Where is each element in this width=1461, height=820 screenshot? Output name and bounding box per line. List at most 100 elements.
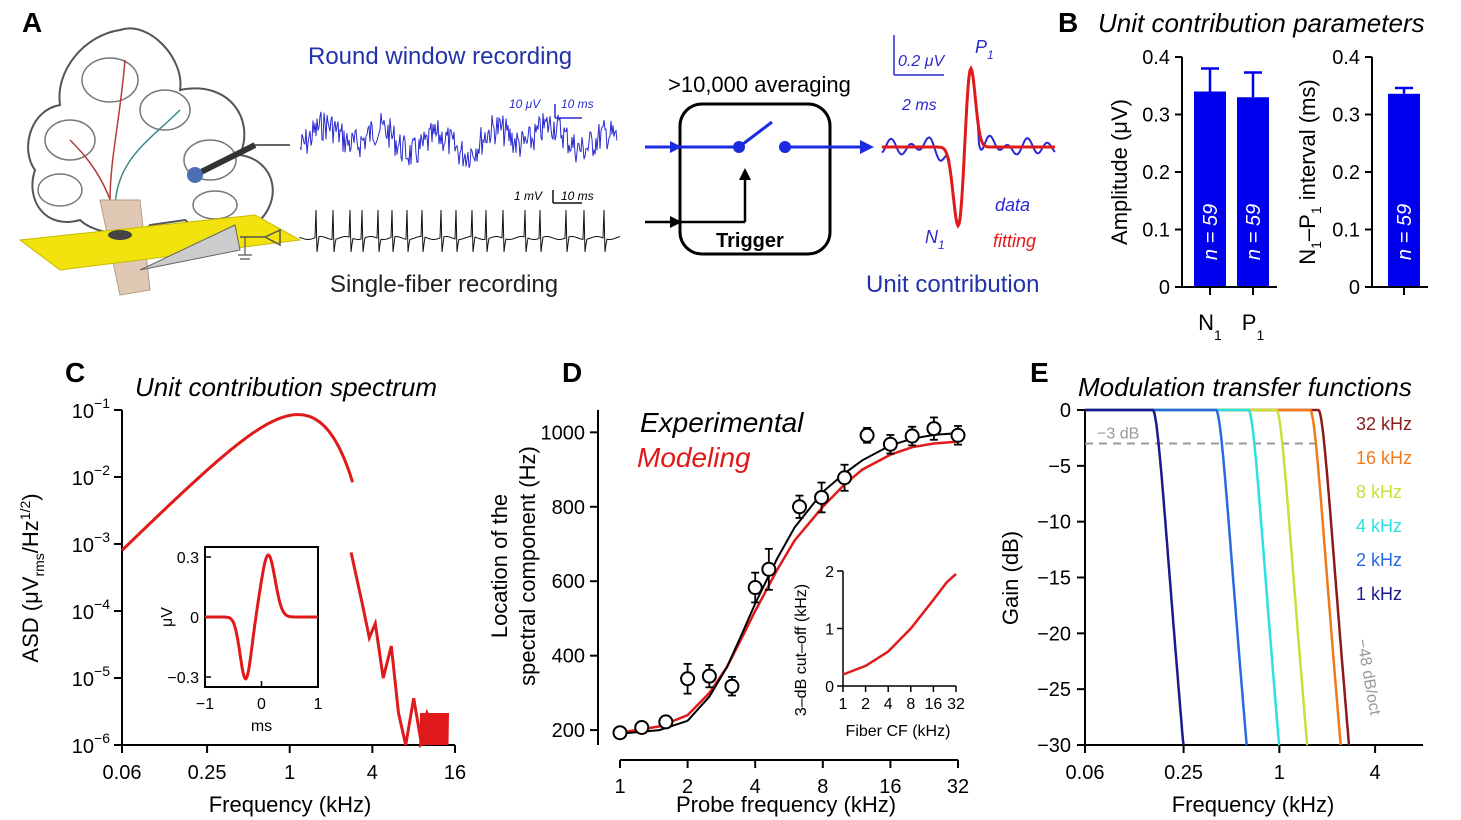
x-tick-label: 2	[682, 776, 693, 798]
spectrum-tail	[349, 552, 449, 749]
y-tick-label: 10−4	[72, 596, 110, 624]
x-tick-label: 0.25	[1164, 762, 1203, 784]
panel-c: C Unit contribution spectrum 10−110−210−…	[17, 357, 466, 817]
c-ylabel: ASD (μVrms/Hz1/2)	[17, 493, 47, 662]
inset-ylabel: μV	[159, 607, 176, 627]
inset-y-tick-label: 0	[825, 679, 834, 696]
inset-x-tick-label: 32	[947, 696, 965, 713]
e-ylabel: Gain (dB)	[998, 531, 1023, 625]
data-point	[634, 720, 650, 736]
panel-c-letter: C	[65, 357, 85, 388]
panel-d-letter: D	[562, 357, 582, 388]
uc-scalebar: 0.2 μV 2 ms	[893, 35, 945, 114]
data-point	[904, 428, 920, 444]
y-tick-label: 0.3	[1142, 105, 1170, 127]
mtf-legend-label: 2 kHz	[1356, 550, 1402, 570]
y-tick-label: 1000	[541, 422, 586, 444]
uc-title: Unit contribution	[866, 271, 1039, 298]
inset-y-tick-label: 1	[825, 622, 834, 639]
mtf-legend-label: 8 kHz	[1356, 482, 1402, 502]
x-tick-label: 4	[367, 762, 378, 784]
mtf-legend-label: 4 kHz	[1356, 516, 1402, 536]
sf-trace	[299, 209, 621, 253]
y-tick-label: 10−3	[72, 529, 110, 557]
panel-a: A Round window recording	[18, 7, 1056, 298]
modeling-line	[619, 440, 959, 734]
inset-x-tick-label: 16	[925, 696, 943, 713]
inset-x-tick-label: −1	[196, 696, 214, 713]
uc-legend-data: data	[995, 195, 1030, 215]
inset-x-tick-label: 2	[861, 696, 870, 713]
trigger-label: Trigger	[716, 230, 784, 252]
y-tick-label: −30	[1037, 735, 1071, 757]
data-point	[814, 489, 830, 505]
mtf-line	[1085, 408, 1248, 747]
inset-x-tick-label: 1	[839, 696, 848, 713]
y-tick-label: 600	[552, 571, 585, 593]
rw-trace	[299, 111, 618, 169]
rw-scale-uv: 10 μV	[509, 97, 541, 111]
data-point	[658, 714, 674, 730]
y-tick-label: 0.4	[1142, 47, 1170, 69]
sf-scale-mv: 1 mV	[514, 189, 543, 203]
bar	[1388, 93, 1420, 287]
x-tick-label: 0.25	[188, 762, 227, 784]
inset-x-tick-label: 1	[314, 696, 323, 713]
bar-n-label: n = 59	[1394, 204, 1416, 260]
e-xlabel: Frequency (kHz)	[1172, 792, 1335, 817]
x-tick-label: 4	[1370, 762, 1381, 784]
y-tick-label: 10−5	[72, 663, 110, 691]
y-tick-label: −10	[1037, 512, 1071, 534]
sf-title: Single-fiber recording	[330, 271, 558, 298]
x-tick-label: 0.06	[1066, 762, 1105, 784]
cutoff-line	[842, 572, 957, 676]
y-tick-label: 10−2	[72, 462, 110, 490]
b-ylabel-right: N1–P1 interval (ms)	[1295, 79, 1324, 265]
data-point	[612, 725, 628, 741]
data-point	[792, 499, 808, 515]
data-point	[680, 671, 696, 687]
c-spectrum-chart: 10−110−210−310−410−510−60.06 0.25 1 4 16	[72, 395, 466, 784]
y-tick-label: 0	[1060, 400, 1071, 422]
x-category-label: N1	[1198, 310, 1222, 343]
x-tick-label: 1	[614, 776, 625, 798]
y-tick-label: 0.2	[1142, 162, 1170, 184]
data-point	[882, 436, 898, 452]
y-tick-label: −15	[1037, 568, 1071, 590]
y-tick-label: 0.4	[1332, 47, 1360, 69]
d-xlabel: Probe frequency (kHz)	[676, 792, 896, 817]
b-interval-chart: 0 0.1 0.2 0.3 0.4 n = 59	[1332, 47, 1428, 299]
y-tick-label: 0	[1159, 277, 1170, 299]
inset-y-tick-label: −0.3	[167, 670, 199, 687]
uc-scale-uv: 0.2 μV	[898, 53, 945, 70]
panel-b-title: Unit contribution parameters	[1098, 8, 1425, 38]
y-tick-label: 200	[552, 720, 585, 742]
x-tick-label: 32	[947, 776, 969, 798]
inset-x-tick-label: 4	[884, 696, 893, 713]
cochlea-illustration	[18, 27, 302, 296]
inset-x-tick-label: 8	[906, 696, 915, 713]
d-ylabel-1: Location of the	[487, 494, 512, 638]
bar-n-label: n = 59	[1200, 204, 1222, 260]
b-ylabel-left: Amplitude (μV)	[1107, 99, 1132, 245]
inset-xlabel: ms	[251, 718, 272, 735]
data-point	[761, 561, 777, 577]
c-inset-chart: 0.3 0 −0.3 −1 0 1 μV ms	[159, 546, 323, 735]
y-tick-label: 0.2	[1332, 162, 1360, 184]
experimental-fit-line	[619, 432, 959, 735]
d-ylabel-2: spectral component (Hz)	[515, 446, 540, 686]
data-point	[926, 421, 942, 437]
y-tick-label: 400	[552, 646, 585, 668]
inset-y-tick-label: 2	[825, 564, 834, 581]
d-legend-experimental: Experimental	[640, 407, 804, 438]
spectrum-line	[120, 413, 355, 552]
uc-legend-fit: fitting	[993, 231, 1036, 251]
y-tick-label: 0.1	[1332, 220, 1360, 242]
minus-3db-label: −3 dB	[1097, 426, 1139, 443]
panel-b-letter: B	[1058, 7, 1078, 38]
bar	[1237, 97, 1269, 287]
y-tick-label: 800	[552, 497, 585, 519]
x-tick-label: 1	[284, 762, 295, 784]
